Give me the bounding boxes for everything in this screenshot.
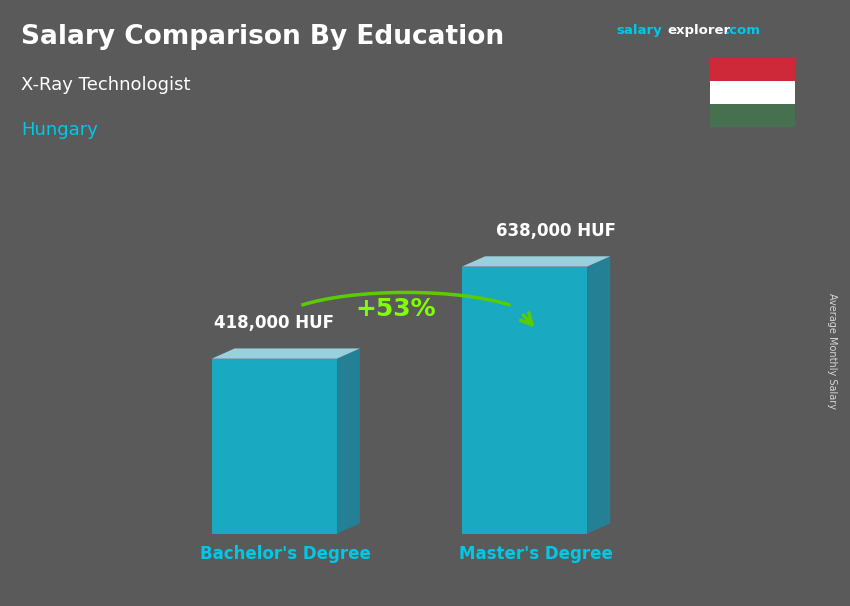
Polygon shape (462, 267, 587, 534)
Text: +53%: +53% (356, 297, 436, 321)
Polygon shape (212, 359, 337, 534)
Bar (710, 81, 795, 104)
Bar (710, 104, 795, 127)
Text: Average Monthly Salary: Average Monthly Salary (827, 293, 837, 410)
Text: 418,000 HUF: 418,000 HUF (214, 314, 334, 332)
Text: X-Ray Technologist: X-Ray Technologist (21, 76, 190, 94)
Polygon shape (337, 348, 360, 534)
Polygon shape (212, 348, 360, 359)
Text: 638,000 HUF: 638,000 HUF (496, 222, 616, 240)
Text: Master's Degree: Master's Degree (459, 545, 613, 564)
Text: Hungary: Hungary (21, 121, 98, 139)
Polygon shape (587, 256, 610, 534)
Text: Salary Comparison By Education: Salary Comparison By Education (21, 24, 504, 50)
Text: salary: salary (616, 24, 662, 37)
Text: explorer: explorer (667, 24, 730, 37)
Text: .com: .com (725, 24, 761, 37)
Text: Bachelor's Degree: Bachelor's Degree (201, 545, 371, 564)
Polygon shape (462, 256, 610, 267)
Bar (710, 58, 795, 81)
